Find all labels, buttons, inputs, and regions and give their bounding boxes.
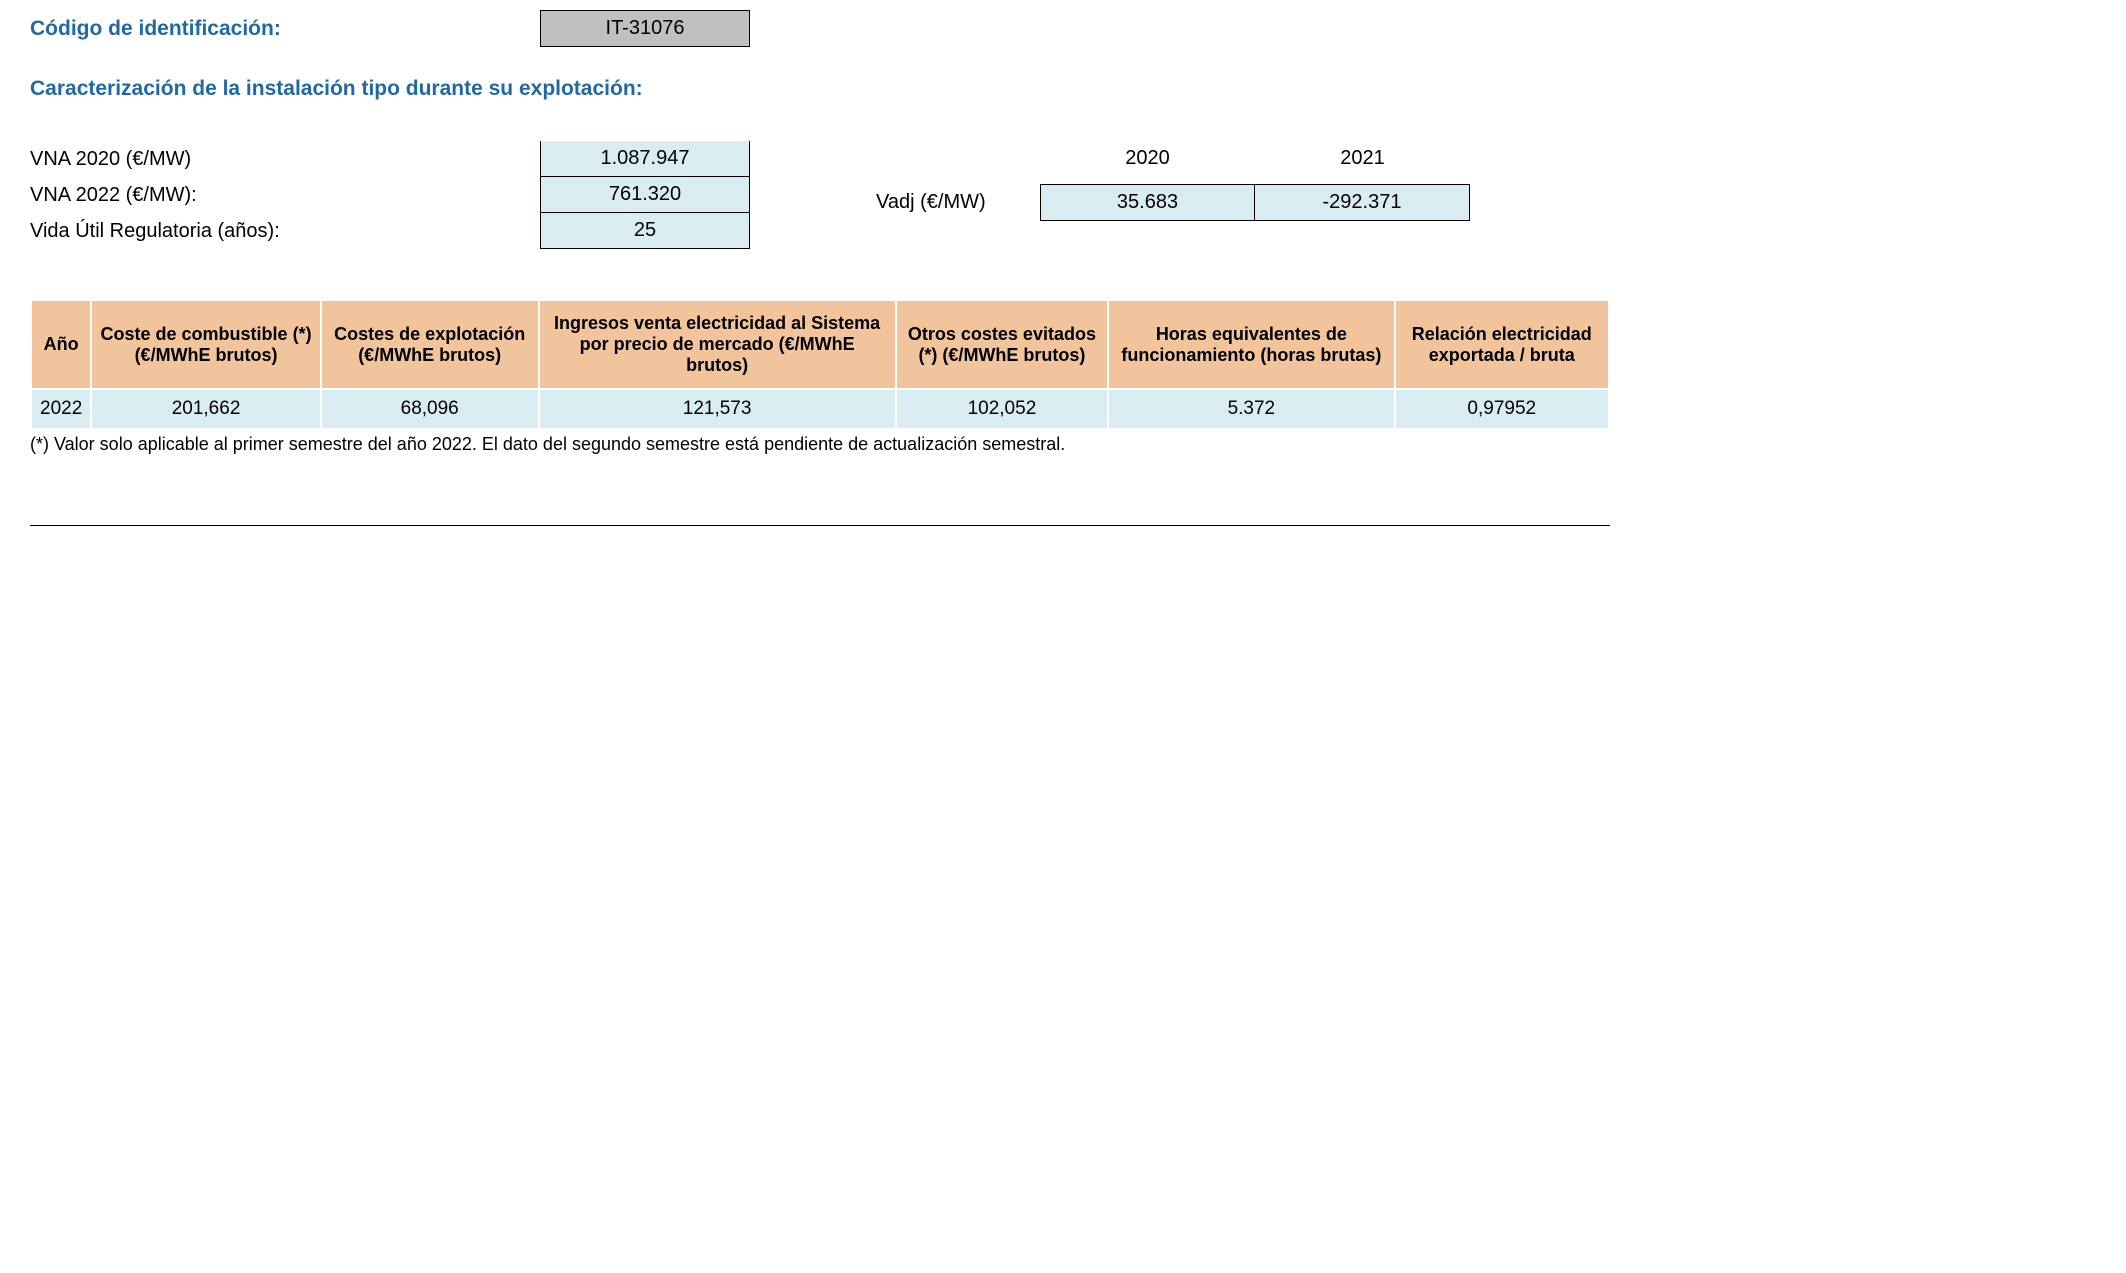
col-ano: Año bbox=[31, 300, 91, 389]
table-header-row: Año Coste de combustible (*) (€/MWhE bru… bbox=[31, 300, 1609, 389]
vadj-val-1: 35.683 bbox=[1040, 184, 1255, 221]
cell-relacion: 0,97952 bbox=[1395, 389, 1609, 429]
vadj-val-2: -292.371 bbox=[1255, 184, 1470, 221]
cell-explotacion: 68,096 bbox=[321, 389, 539, 429]
vadj-block: 2020 2021 Vadj (€/MW) 35.683 -292.371 bbox=[1040, 141, 1470, 221]
cell-horas: 5.372 bbox=[1108, 389, 1394, 429]
cell-ingresos: 121,573 bbox=[539, 389, 896, 429]
main-table: Año Coste de combustible (*) (€/MWhE bru… bbox=[30, 299, 1610, 430]
cell-ano: 2022 bbox=[31, 389, 91, 429]
col-otros: Otros costes evitados (*) (€/MWhE brutos… bbox=[896, 300, 1108, 389]
cell-otros: 102,052 bbox=[896, 389, 1108, 429]
table-row: 2022 201,662 68,096 121,573 102,052 5.37… bbox=[31, 389, 1609, 429]
col-horas: Horas equivalentes de funcionamiento (ho… bbox=[1108, 300, 1394, 389]
col-combustible: Coste de combustible (*) (€/MWhE brutos) bbox=[91, 300, 321, 389]
vna2022-value: 761.320 bbox=[540, 177, 750, 213]
col-relacion: Relación electricidad exportada / bruta bbox=[1395, 300, 1609, 389]
col-ingresos: Ingresos venta electricidad al Sistema p… bbox=[539, 300, 896, 389]
code-label: Código de identificación: bbox=[30, 17, 281, 40]
vadj-year-2: 2021 bbox=[1255, 141, 1470, 184]
footnote: (*) Valor solo aplicable al primer semes… bbox=[30, 434, 2096, 455]
header-row: Código de identificación: IT-31076 bbox=[30, 10, 2096, 47]
vna2020-value: 1.087.947 bbox=[540, 141, 750, 177]
vadj-label: Vadj (€/MW) bbox=[870, 184, 1040, 221]
divider bbox=[30, 525, 1610, 526]
section-title: Caracterización de la instalación tipo d… bbox=[30, 77, 2096, 101]
vida-label: Vida Útil Regulatoria (años): bbox=[30, 213, 540, 249]
vadj-year-1: 2020 bbox=[1040, 141, 1255, 184]
cell-combustible: 201,662 bbox=[91, 389, 321, 429]
vna2020-label: VNA 2020 (€/MW) bbox=[30, 141, 540, 177]
vna2022-label: VNA 2022 (€/MW): bbox=[30, 177, 540, 213]
code-value-box: IT-31076 bbox=[540, 10, 750, 47]
params-area: VNA 2020 (€/MW) 1.087.947 VNA 2022 (€/MW… bbox=[30, 141, 2096, 249]
col-explotacion: Costes de explotación (€/MWhE brutos) bbox=[321, 300, 539, 389]
vida-value: 25 bbox=[540, 213, 750, 249]
